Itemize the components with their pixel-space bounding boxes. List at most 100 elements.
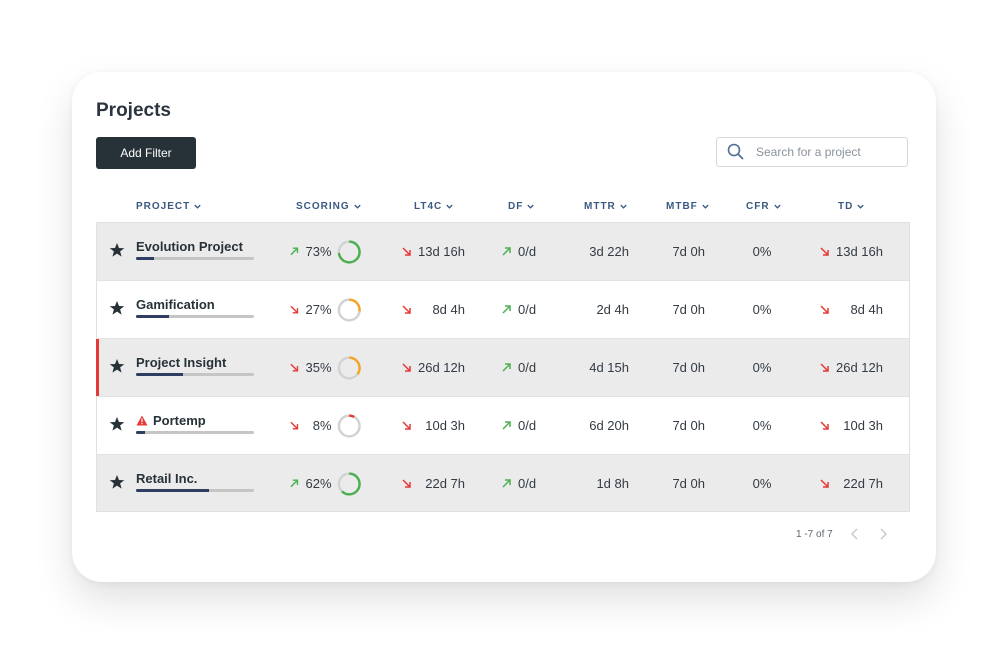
- mtbf-cell: 7d 0h: [645, 281, 705, 338]
- df-cell: 0/d: [501, 281, 543, 338]
- trend-down-icon: [820, 363, 829, 372]
- star-icon[interactable]: [109, 474, 125, 490]
- td-value: 10d 3h: [843, 418, 883, 433]
- scoring-cell: 73%: [289, 223, 361, 280]
- trend-down-icon: [820, 479, 829, 488]
- cfr-cell: 0%: [737, 223, 787, 280]
- chevron-down-icon: [620, 204, 627, 209]
- df-value: 0/d: [518, 418, 537, 433]
- mttr-cell: 6d 20h: [567, 397, 629, 454]
- td-value: 13d 16h: [836, 244, 883, 259]
- column-header-scoring[interactable]: SCORING: [296, 196, 362, 216]
- scoring-cell: 8%: [289, 397, 361, 454]
- chevron-left-icon[interactable]: [849, 527, 861, 541]
- mttr-cell: 4d 15h: [567, 339, 629, 396]
- td-value: 8d 4h: [850, 302, 883, 317]
- mttr-value: 6d 20h: [589, 418, 629, 433]
- lt4c-value: 26d 12h: [418, 360, 465, 375]
- search-icon: [727, 143, 744, 160]
- add-filter-button[interactable]: Add Filter: [96, 137, 196, 169]
- score-ring: [337, 471, 361, 496]
- table-row[interactable]: Gamification 27% 8d 4h 0/d 2d 4h 7d 0h 0% 8d 4h: [97, 281, 909, 339]
- chevron-down-icon: [773, 204, 781, 209]
- mttr-value: 1d 8h: [596, 476, 629, 491]
- chevron-down-icon: [702, 204, 709, 209]
- star-icon[interactable]: [109, 416, 125, 432]
- df-value: 0/d: [518, 476, 537, 491]
- star-icon[interactable]: [109, 300, 125, 316]
- trend-up-icon: [502, 305, 511, 314]
- mtbf-cell: 7d 0h: [645, 397, 705, 454]
- mttr-value: 2d 4h: [596, 302, 629, 317]
- trend-down-icon: [820, 421, 829, 430]
- table-row[interactable]: Evolution Project 73% 13d 16h 0/d 3d 22h 7d 0…: [97, 223, 909, 281]
- scoring-value: 27%: [305, 302, 332, 317]
- trend-up-icon: [502, 421, 511, 430]
- td-cell: 13d 16h: [819, 223, 883, 280]
- scoring-cell: 62%: [289, 455, 361, 512]
- project-name-text: Gamification: [136, 297, 215, 312]
- lt4c-cell: 13d 16h: [401, 223, 465, 280]
- search-box[interactable]: [716, 137, 908, 167]
- mtbf-value: 7d 0h: [672, 360, 705, 375]
- pagination-label: 1 -7 of 7: [796, 528, 833, 540]
- td-cell: 26d 12h: [819, 339, 883, 396]
- project-name-text: Project Insight: [136, 355, 227, 370]
- cfr-cell: 0%: [737, 281, 787, 338]
- project-name[interactable]: Gamification: [136, 297, 215, 312]
- project-name[interactable]: Portemp: [136, 413, 206, 428]
- column-header-df[interactable]: DF: [508, 196, 535, 216]
- trend-down-icon: [402, 305, 411, 314]
- search-input[interactable]: [754, 139, 907, 165]
- project-progress-fill: [136, 489, 210, 492]
- lt4c-cell: 26d 12h: [401, 339, 465, 396]
- trend-down-icon: [402, 479, 411, 488]
- lt4c-value: 13d 16h: [418, 244, 465, 259]
- warning-icon: [136, 415, 148, 426]
- mtbf-cell: 7d 0h: [645, 339, 705, 396]
- projects-card: Projects Add Filter PROJECT SCORING LT4C…: [72, 72, 936, 582]
- mtbf-value: 7d 0h: [672, 476, 705, 491]
- trend-down-icon: [402, 421, 411, 430]
- lt4c-value: 8d 4h: [432, 302, 465, 317]
- cfr-value: 0%: [752, 476, 772, 491]
- project-progress-bar: [136, 373, 254, 376]
- column-header-td[interactable]: TD: [838, 196, 865, 216]
- column-header-project[interactable]: PROJECT: [136, 196, 202, 216]
- trend-down-icon: [402, 247, 411, 256]
- trend-up-icon: [502, 247, 511, 256]
- star-icon[interactable]: [109, 242, 125, 258]
- star-icon[interactable]: [109, 358, 125, 374]
- project-name[interactable]: Retail Inc.: [136, 471, 197, 486]
- column-header-label: LT4C: [414, 200, 443, 212]
- project-name-text: Evolution Project: [136, 239, 243, 254]
- column-header-mttr[interactable]: MTTR: [584, 196, 628, 216]
- project-progress-fill: [136, 373, 184, 376]
- df-value: 0/d: [518, 302, 537, 317]
- mtbf-value: 7d 0h: [672, 302, 705, 317]
- cfr-value: 0%: [752, 302, 772, 317]
- trend-down-icon: [290, 421, 299, 430]
- column-header-cfr[interactable]: CFR: [746, 196, 782, 216]
- df-value: 0/d: [518, 244, 537, 259]
- mtbf-value: 7d 0h: [672, 418, 705, 433]
- table-row[interactable]: Portemp 8% 10d 3h 0/d 6d 20h 7d 0h 0% 10d 3h: [97, 397, 909, 455]
- score-ring: [337, 297, 361, 322]
- project-name[interactable]: Project Insight: [136, 355, 226, 370]
- chevron-down-icon: [446, 204, 453, 209]
- project-progress-bar: [136, 489, 254, 492]
- table-row[interactable]: Project Insight 35% 26d 12h 0/d 4d 15h 7d 0h 0…: [96, 339, 909, 397]
- pagination: 1 -7 of 7: [796, 527, 889, 541]
- column-header-mtbf[interactable]: MTBF: [666, 196, 710, 216]
- chevron-right-icon[interactable]: [877, 527, 889, 541]
- project-progress-fill: [136, 431, 146, 434]
- td-cell: 10d 3h: [819, 397, 883, 454]
- page-title: Projects: [96, 100, 171, 121]
- trend-up-icon: [502, 479, 511, 488]
- column-header-lt4c[interactable]: LT4C: [414, 196, 454, 216]
- table-row[interactable]: Retail Inc. 62% 22d 7h 0/d 1d 8h 7d 0h 0% 22d 7…: [97, 455, 909, 511]
- chevron-down-icon: [353, 204, 361, 209]
- trend-up-icon: [290, 479, 299, 488]
- mtbf-cell: 7d 0h: [645, 455, 705, 512]
- project-name[interactable]: Evolution Project: [136, 239, 243, 254]
